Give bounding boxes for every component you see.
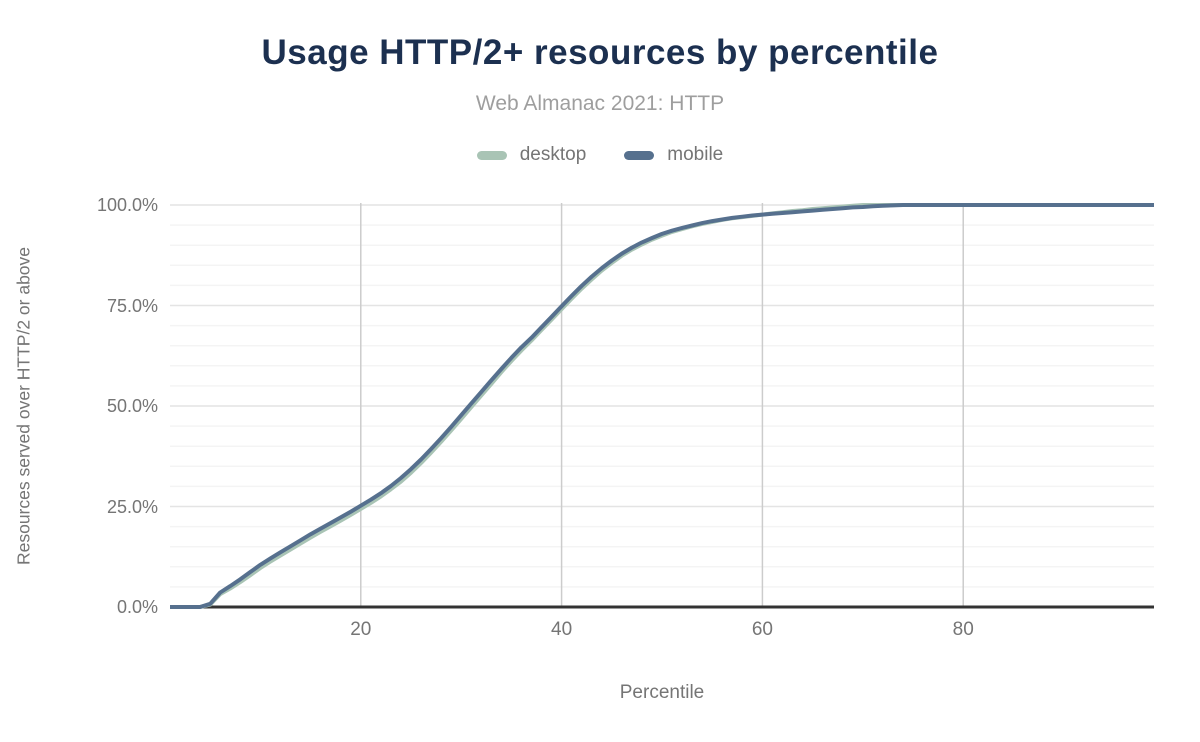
x-tick-label-20: 20 [350,619,372,640]
chart-subtitle: Web Almanac 2021: HTTP [475,92,725,115]
y-tick-label-0: 0.0% [116,597,158,617]
x-tick-label-60: 60 [751,619,773,640]
x-tick-label-80: 80 [952,619,974,640]
y-tick-label-100: 100.0% [96,195,158,215]
legend-swatch-desktop-icon [476,150,507,160]
horizontal-minor-gridlines [170,224,1154,588]
legend-swatch-mobile-icon [624,150,655,160]
vertical-gridlines [360,203,964,607]
y-tick-label-50: 50.0% [106,396,158,416]
series-line-mobile [170,203,1154,609]
y-tick-label-75: 75.0% [106,295,158,316]
chart-title: Usage HTTP/2+ resources by percentile [261,33,939,72]
horizontal-major-gridlines [170,204,1154,508]
legend-item-desktop: desktop [476,144,587,166]
x-axis-title: Percentile [619,682,705,703]
legend-item-mobile: mobile [624,144,723,166]
y-tick-label-25: 25.0% [106,496,158,517]
legend-label-mobile: mobile [667,144,724,165]
legend: desktop mobile [0,144,1200,166]
legend-label-desktop: desktop [519,144,587,165]
x-tick-label-40: 40 [551,619,573,640]
